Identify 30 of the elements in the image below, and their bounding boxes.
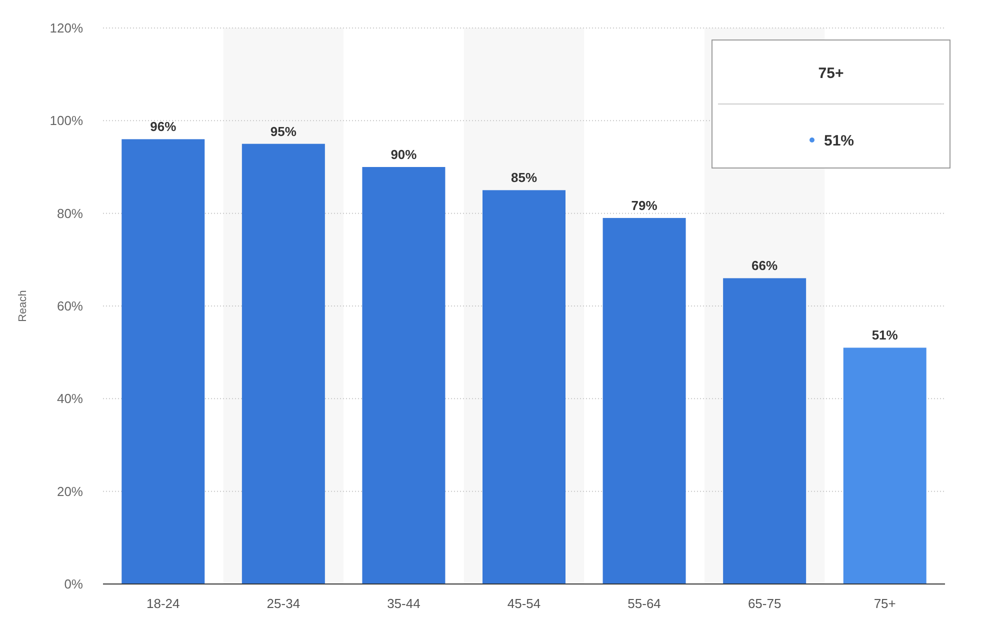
bar <box>843 348 926 584</box>
data-label: 85% <box>510 170 538 186</box>
y-tick-label: 100% <box>50 113 84 128</box>
x-tick-label: 55-64 <box>628 596 661 611</box>
y-axis-title: Reach <box>17 290 29 322</box>
data-label: 90% <box>390 147 418 162</box>
x-tick-label: 25-34 <box>266 596 300 611</box>
y-tick-label: 20% <box>56 484 84 499</box>
x-tick-label: 75+ <box>874 596 896 611</box>
x-tick-label: 18-24 <box>146 596 180 611</box>
data-label: 79% <box>631 198 658 213</box>
data-label: 51% <box>872 328 898 343</box>
x-tick-label: 65-75 <box>748 596 782 611</box>
data-label: 96% <box>150 119 177 134</box>
x-tick-label: 35-44 <box>387 596 420 611</box>
annotation: 51% <box>824 132 854 150</box>
y-tick-label: 0% <box>64 576 84 592</box>
annotation: 75+ <box>818 65 844 82</box>
data-label: 95% <box>270 124 297 139</box>
y-tick-label: 60% <box>56 298 84 314</box>
bar <box>362 167 446 584</box>
bar <box>122 139 205 584</box>
bar <box>482 190 566 584</box>
y-tick-label: 40% <box>56 391 84 406</box>
x-tick-label: 45-54 <box>507 596 541 611</box>
y-tick-label: 80% <box>56 206 84 221</box>
y-tick-label: 120% <box>50 20 84 36</box>
bar <box>602 218 686 584</box>
data-label: 66% <box>752 258 778 274</box>
bar <box>723 278 806 584</box>
